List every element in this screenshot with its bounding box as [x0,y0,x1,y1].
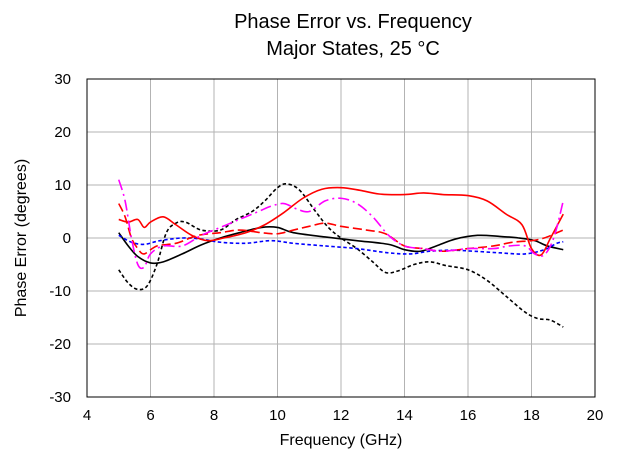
series-group [117,179,565,328]
y-axis-label: Phase Error (degrees) [13,159,30,317]
x-tick-label: 16 [460,407,477,424]
series-line-4 [118,186,564,257]
chart-title: Phase Error vs. Frequency [234,11,472,33]
chart-subtitle: Major States, 25 °C [266,38,440,60]
y-tick-label: 30 [54,71,71,88]
x-tick-label: 10 [269,407,286,424]
y-tick-label: -10 [49,283,71,300]
x-tick-label: 4 [83,407,91,424]
x-axis-label: Frequency (GHz) [280,432,403,449]
series-line-1 [118,225,564,265]
x-tick-labels: 4 6 8 10 12 14 16 18 20 [83,407,604,424]
series-line-3 [118,234,564,255]
grid [87,79,595,397]
plot-area-frame [86,78,596,398]
series-line-5 [118,203,564,255]
y-tick-label: -20 [49,336,71,353]
series-line-2 [118,183,564,328]
y-tick-label: 10 [54,177,71,194]
y-tick-label: -30 [49,389,71,406]
x-tick-label: 8 [210,407,218,424]
x-tick-label: 14 [396,407,413,424]
series-line-6 [117,179,565,270]
x-tick-label: 6 [146,407,154,424]
y-tick-label: 0 [63,230,71,247]
y-tick-labels: -30 -20 -10 0 10 20 30 [49,71,71,406]
x-tick-label: 18 [523,407,540,424]
x-tick-label: 12 [333,407,350,424]
x-tick-label: 20 [587,407,604,424]
y-tick-label: 20 [54,124,71,141]
